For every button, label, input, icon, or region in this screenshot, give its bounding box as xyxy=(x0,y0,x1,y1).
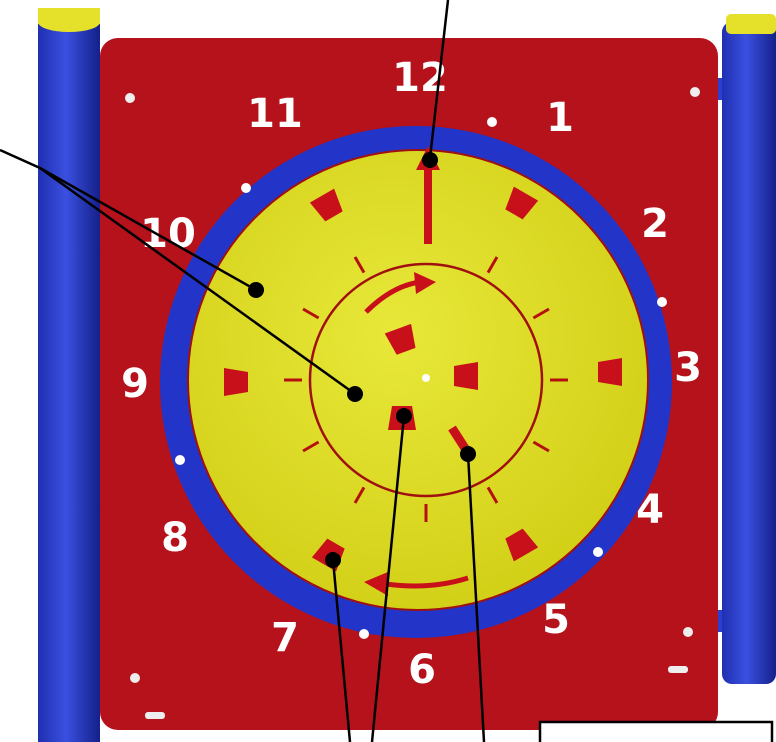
rotation-arrow xyxy=(385,575,469,589)
wedge xyxy=(384,323,416,355)
clock-number: 3 xyxy=(674,345,702,391)
post-cap xyxy=(38,8,100,24)
callouts xyxy=(0,0,486,742)
rotation-arrow-head xyxy=(414,272,436,294)
rotation-arrow-head xyxy=(364,572,388,596)
clock-number: 1 xyxy=(546,95,574,141)
clock-number: 8 xyxy=(161,515,189,561)
clock-number: 6 xyxy=(408,647,436,693)
wedge xyxy=(505,186,539,220)
tick xyxy=(532,307,550,320)
tick xyxy=(353,486,366,504)
clock-number: 5 xyxy=(542,597,570,643)
wedge xyxy=(598,358,622,386)
wedge xyxy=(309,188,343,222)
clock-number: 2 xyxy=(641,201,669,247)
label-box xyxy=(538,720,774,742)
inner-ticks xyxy=(284,256,568,522)
wedge xyxy=(224,368,248,396)
ring-bolts xyxy=(175,117,667,639)
tick xyxy=(532,440,550,453)
wedge xyxy=(505,528,539,562)
clock-number: 7 xyxy=(271,615,299,661)
tick xyxy=(353,256,366,274)
clock-number: 9 xyxy=(121,361,149,407)
clock-number: 11 xyxy=(247,91,303,137)
tick xyxy=(302,440,320,453)
right-post xyxy=(722,22,776,684)
clock-number: 10 xyxy=(140,211,196,257)
post-cap xyxy=(726,14,776,34)
inner-ring xyxy=(308,262,544,498)
wedge xyxy=(454,362,478,390)
panel-bolts xyxy=(125,87,700,719)
tick xyxy=(302,307,320,320)
tick xyxy=(486,486,499,504)
yellow-dial xyxy=(187,149,649,611)
left-post xyxy=(38,22,100,742)
clock-number: 4 xyxy=(636,487,664,533)
tick xyxy=(486,256,499,274)
